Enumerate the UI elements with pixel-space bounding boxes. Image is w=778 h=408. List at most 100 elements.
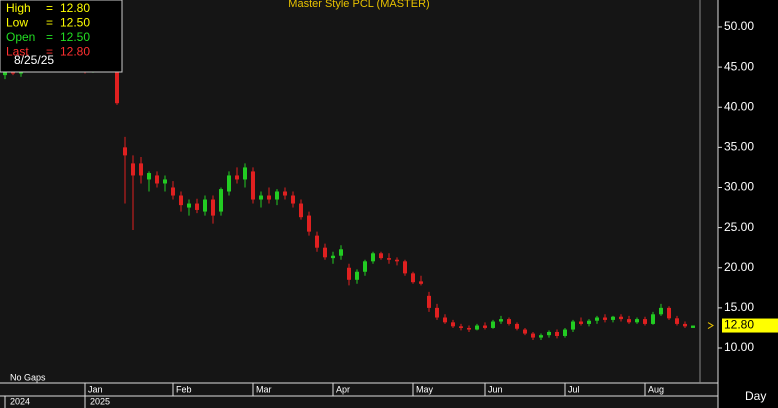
x-tick-label: Feb bbox=[176, 384, 192, 394]
info-value: 12.50 bbox=[60, 16, 90, 30]
candle-body bbox=[131, 163, 135, 176]
candle-body bbox=[475, 325, 479, 330]
candle-body bbox=[123, 147, 127, 156]
candle-body bbox=[427, 295, 431, 308]
last-price-label: 12.80 bbox=[724, 318, 754, 332]
x-tick-label: Mar bbox=[256, 384, 272, 394]
x-tick-label: Apr bbox=[336, 384, 350, 394]
y-tick-label: 20.00 bbox=[724, 260, 754, 274]
candle-body bbox=[603, 317, 607, 320]
info-separator: = bbox=[46, 45, 53, 59]
candle-body bbox=[171, 187, 175, 196]
axis-panel bbox=[718, 0, 778, 408]
candle-body bbox=[347, 267, 351, 280]
year-label: 2024 bbox=[10, 396, 30, 406]
candle-body bbox=[307, 215, 311, 232]
x-tick-label: May bbox=[416, 384, 434, 394]
candle-body bbox=[187, 203, 191, 208]
candle-body bbox=[643, 319, 647, 324]
info-separator: = bbox=[46, 16, 53, 30]
candle-body bbox=[299, 203, 303, 218]
info-label: Open bbox=[6, 30, 35, 44]
candle-body bbox=[3, 71, 7, 76]
candle-body bbox=[387, 258, 391, 260]
candle-body bbox=[667, 307, 671, 319]
candle-body bbox=[547, 331, 551, 336]
candle-body bbox=[515, 323, 519, 329]
info-label: Low bbox=[6, 16, 28, 30]
candle-body bbox=[483, 325, 487, 328]
candle-body bbox=[235, 175, 239, 180]
info-label: High bbox=[6, 1, 31, 15]
candle-body bbox=[395, 259, 399, 262]
candle-body bbox=[627, 319, 631, 323]
last-price-tag bbox=[722, 318, 778, 333]
candle-body bbox=[243, 167, 247, 180]
info-date: 8/25/25 bbox=[14, 53, 54, 67]
candle-body bbox=[571, 321, 575, 330]
x-tick-label: Jan bbox=[88, 384, 103, 394]
info-value: 12.50 bbox=[60, 30, 90, 44]
candle-body bbox=[435, 307, 439, 318]
info-label: Last bbox=[6, 45, 29, 59]
candle-body bbox=[179, 195, 183, 206]
chart-title: Master Style PCL (MASTER) bbox=[288, 0, 429, 10]
candle-body bbox=[635, 319, 639, 323]
candle-body bbox=[555, 331, 559, 336]
candle-body bbox=[451, 322, 455, 327]
candle-body bbox=[619, 316, 623, 320]
candle-body bbox=[139, 163, 143, 176]
x-unit: Day bbox=[745, 389, 766, 403]
candle-body bbox=[563, 329, 567, 336]
candle-body bbox=[363, 261, 367, 272]
x-tick-label: Aug bbox=[648, 384, 664, 394]
candle-body bbox=[443, 317, 447, 323]
candle-body bbox=[379, 253, 383, 259]
info-separator: = bbox=[46, 30, 53, 44]
y-tick-label: 15.00 bbox=[724, 300, 754, 314]
candle-body bbox=[163, 179, 167, 184]
candle-body bbox=[195, 203, 199, 210]
candle-body bbox=[611, 316, 615, 320]
candle-body bbox=[371, 253, 375, 262]
candle-body bbox=[411, 273, 415, 283]
candle-body bbox=[467, 327, 471, 330]
candle-body bbox=[651, 314, 655, 324]
candle-body bbox=[147, 173, 151, 180]
candle-body bbox=[539, 335, 543, 338]
candle-body bbox=[331, 255, 335, 259]
candle-body bbox=[251, 171, 255, 200]
candle-body bbox=[283, 191, 287, 196]
candle-body bbox=[267, 195, 271, 200]
candle-body bbox=[523, 329, 527, 334]
info-value: 12.80 bbox=[60, 1, 90, 15]
candle-body bbox=[531, 333, 535, 338]
candle-body bbox=[491, 321, 495, 328]
last-price-arrow bbox=[707, 322, 714, 329]
candle-body bbox=[211, 199, 215, 216]
gaps-note: No Gaps bbox=[10, 372, 46, 382]
y-tick-label: 40.00 bbox=[724, 99, 754, 113]
year-label: 2025 bbox=[90, 396, 110, 406]
y-tick-label: 10.00 bbox=[724, 340, 754, 354]
candle-body bbox=[275, 191, 279, 200]
info-value: 12.80 bbox=[60, 45, 90, 59]
candle-body bbox=[675, 318, 679, 324]
candle-body bbox=[291, 195, 295, 204]
y-tick-label: 50.00 bbox=[724, 19, 754, 33]
y-tick-label: 25.00 bbox=[724, 220, 754, 234]
candle-body bbox=[691, 325, 695, 328]
y-tick-label: 30.00 bbox=[724, 180, 754, 194]
y-tick-label: 45.00 bbox=[724, 59, 754, 73]
candle-body bbox=[579, 321, 583, 324]
candle-body bbox=[459, 326, 463, 328]
candle-body bbox=[659, 307, 663, 315]
candle-body bbox=[115, 68, 119, 104]
candle-body bbox=[355, 271, 359, 280]
info-separator: = bbox=[46, 1, 53, 15]
candle-body bbox=[323, 247, 327, 258]
candle-body bbox=[155, 175, 159, 184]
info-box bbox=[0, 0, 123, 73]
y-tick-label: 35.00 bbox=[724, 140, 754, 154]
